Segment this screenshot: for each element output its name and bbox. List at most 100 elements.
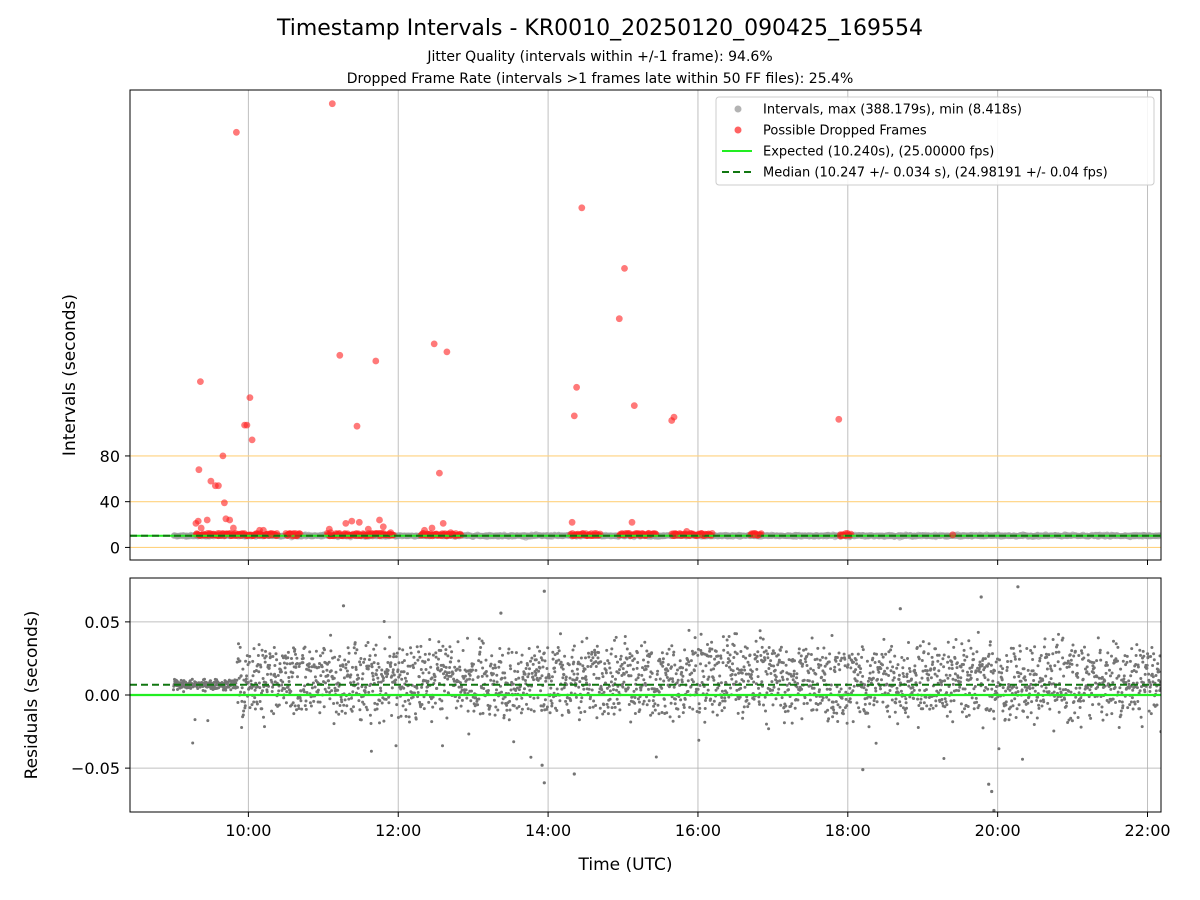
residual-point [449, 656, 453, 660]
residual-point [366, 641, 370, 644]
residual-point [531, 675, 535, 679]
dropped-frame-point [421, 526, 428, 534]
residual-point [505, 703, 509, 707]
residual-point [479, 660, 483, 664]
residual-point [286, 685, 290, 689]
residual-point [570, 669, 574, 673]
residual-point [707, 661, 711, 665]
residual-point [482, 687, 486, 690]
residual-point [268, 652, 272, 656]
residual-point [313, 685, 317, 689]
residual-point [605, 648, 609, 652]
residual-point [565, 702, 569, 706]
residual-point [270, 709, 274, 713]
residual-point [426, 679, 430, 683]
residual-point [369, 682, 373, 686]
residual-point [599, 660, 603, 664]
residual-point [428, 638, 432, 641]
residual-point [658, 677, 662, 681]
residual-point [543, 698, 547, 702]
residual-point [517, 676, 521, 680]
residual-point [260, 707, 264, 711]
residual-point [397, 675, 401, 679]
residual-point [622, 680, 626, 684]
residual-point [589, 695, 592, 699]
residual-point [285, 662, 289, 666]
residual-point [383, 647, 387, 651]
residual-point [551, 650, 555, 654]
residual-point [293, 704, 297, 708]
residual-point [253, 696, 257, 700]
residual-point [610, 647, 614, 651]
residual-point [241, 713, 245, 717]
residual-point [685, 662, 689, 666]
residual-point [404, 708, 408, 712]
residual-point [689, 659, 693, 663]
residual-point [336, 658, 340, 662]
residual-point [386, 672, 390, 676]
residual-point [332, 702, 336, 705]
residual-point [386, 661, 390, 664]
residual-point [593, 653, 597, 657]
residual-point [408, 702, 412, 706]
residual-point [236, 685, 239, 689]
residual-point [529, 659, 532, 663]
residual-point [683, 648, 687, 652]
residual-point [380, 668, 384, 672]
residual-point [592, 699, 596, 703]
residual-point [696, 647, 700, 651]
residual-point [488, 712, 492, 716]
residual-point [514, 689, 518, 692]
residual-point [262, 715, 265, 719]
residual-point [592, 672, 596, 676]
residual-point [447, 674, 451, 678]
residual-point [257, 681, 261, 685]
residual-point [403, 676, 407, 680]
residual-point [378, 699, 382, 703]
residual-point [345, 669, 349, 673]
residual-point [309, 704, 313, 708]
residual-point [440, 707, 444, 711]
residual-point [264, 649, 267, 653]
residual-point [524, 679, 527, 682]
residual-point [577, 706, 581, 710]
residual-point [609, 680, 613, 684]
residual-point [633, 696, 637, 699]
residual-point [606, 659, 610, 663]
residual-point [357, 676, 361, 680]
residual-point [666, 663, 670, 667]
residual-point [525, 702, 528, 706]
residual-point [350, 696, 353, 700]
residual-point [451, 672, 455, 675]
residual-point [422, 707, 426, 711]
dropped-frame-point [615, 315, 623, 323]
residual-point [396, 716, 400, 719]
residual-point [589, 659, 593, 662]
residual-point [308, 701, 312, 705]
chart-subtitle-dropped: Dropped Frame Rate (intervals >1 frames … [346, 71, 854, 87]
residual-point [697, 710, 701, 714]
residual-point [242, 709, 246, 713]
residual-point [369, 722, 373, 725]
residual-point [591, 656, 595, 660]
dropped-frame-point [835, 415, 843, 423]
residual-point [530, 671, 534, 675]
dropped-frame-point [573, 383, 580, 391]
residual-point [354, 668, 358, 671]
residual-point [462, 676, 466, 680]
residual-point [374, 673, 378, 677]
residual-point [376, 662, 380, 666]
residual-point [704, 664, 708, 668]
residual-point [656, 703, 660, 707]
residual-point [648, 675, 652, 679]
residual-point [269, 672, 273, 676]
residual-point [390, 714, 394, 717]
residual-point [698, 683, 702, 687]
residual-point [539, 704, 543, 708]
residual-point [577, 718, 581, 722]
dropped-frame-point [226, 516, 234, 524]
residual-point [564, 678, 568, 682]
dropped-frame-point [621, 265, 628, 272]
residual-point [217, 686, 221, 690]
residual-point [653, 702, 657, 706]
